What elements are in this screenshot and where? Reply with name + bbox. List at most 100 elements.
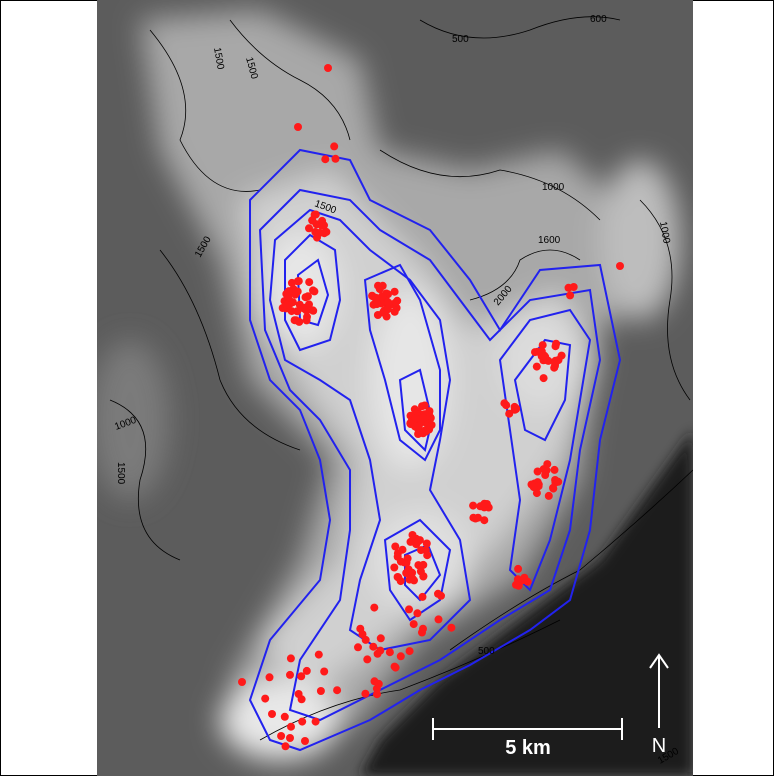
point <box>281 713 289 721</box>
point <box>419 414 427 422</box>
point <box>238 678 246 686</box>
point <box>413 609 421 617</box>
point <box>298 718 306 726</box>
point <box>399 546 407 554</box>
point <box>409 575 417 583</box>
point <box>397 577 405 585</box>
point <box>512 581 520 589</box>
point <box>305 300 313 308</box>
point <box>285 287 293 295</box>
point <box>551 360 559 368</box>
point <box>361 690 369 698</box>
point <box>309 286 317 294</box>
point <box>425 426 433 434</box>
point <box>292 316 300 324</box>
point <box>391 308 399 316</box>
point <box>377 634 385 642</box>
point <box>531 348 539 356</box>
point <box>447 624 455 632</box>
point <box>313 234 321 242</box>
point <box>419 593 427 601</box>
point <box>286 734 294 742</box>
point <box>554 478 562 486</box>
contour-label: 1500 <box>115 462 126 485</box>
point <box>409 531 417 539</box>
point <box>480 516 488 524</box>
point <box>472 515 480 523</box>
terrain <box>90 0 693 776</box>
point <box>370 604 378 612</box>
point <box>539 352 547 360</box>
contour-label: 600 <box>590 14 607 25</box>
point <box>437 592 445 600</box>
point <box>376 647 384 655</box>
scale-bar: 5 km <box>430 712 626 766</box>
point <box>324 64 332 72</box>
point <box>333 686 341 694</box>
point <box>480 500 488 508</box>
point <box>312 211 320 219</box>
point <box>266 673 274 681</box>
point <box>287 723 295 731</box>
point <box>386 648 394 656</box>
point <box>362 636 370 644</box>
point <box>371 677 379 685</box>
point <box>303 313 311 321</box>
point <box>423 551 431 559</box>
point <box>261 695 269 703</box>
point <box>372 294 380 302</box>
point <box>384 298 392 306</box>
point <box>332 155 340 163</box>
point <box>287 654 295 662</box>
point <box>286 671 294 679</box>
point <box>390 564 398 572</box>
point <box>391 288 399 296</box>
point <box>354 643 362 651</box>
point <box>540 374 548 382</box>
point <box>305 278 313 286</box>
point <box>363 655 371 663</box>
map-figure: 600 500 1500 1500 1000 1000 1500 1500 16… <box>0 0 774 776</box>
point <box>512 405 520 413</box>
point <box>417 546 425 554</box>
point <box>570 283 578 291</box>
point <box>405 605 413 613</box>
contour-label: 1000 <box>542 182 565 193</box>
point <box>320 229 328 237</box>
point <box>551 466 559 474</box>
contour-label: 1600 <box>538 235 561 246</box>
point <box>566 291 574 299</box>
point <box>423 540 431 548</box>
point <box>539 341 547 349</box>
point <box>505 410 513 418</box>
point <box>530 483 538 491</box>
point <box>283 301 291 309</box>
point <box>321 155 329 163</box>
point <box>294 123 302 131</box>
point <box>301 737 309 745</box>
point <box>298 695 306 703</box>
point <box>317 687 325 695</box>
scale-label: 5 km <box>505 737 551 759</box>
point <box>500 399 508 407</box>
north-label: N <box>652 735 666 757</box>
point <box>414 537 422 545</box>
point <box>406 647 414 655</box>
point <box>294 277 302 285</box>
point <box>469 502 477 510</box>
contour-label: 500 <box>452 34 469 45</box>
contour-label: 500 <box>478 646 495 657</box>
point <box>397 558 405 566</box>
point <box>410 620 418 628</box>
point <box>305 224 313 232</box>
point <box>282 742 290 750</box>
point <box>524 578 532 586</box>
point <box>540 465 548 473</box>
point <box>297 672 305 680</box>
point <box>376 285 384 293</box>
point <box>412 414 420 422</box>
point <box>312 718 320 726</box>
point <box>330 142 338 150</box>
point <box>369 643 377 651</box>
point <box>552 342 560 350</box>
